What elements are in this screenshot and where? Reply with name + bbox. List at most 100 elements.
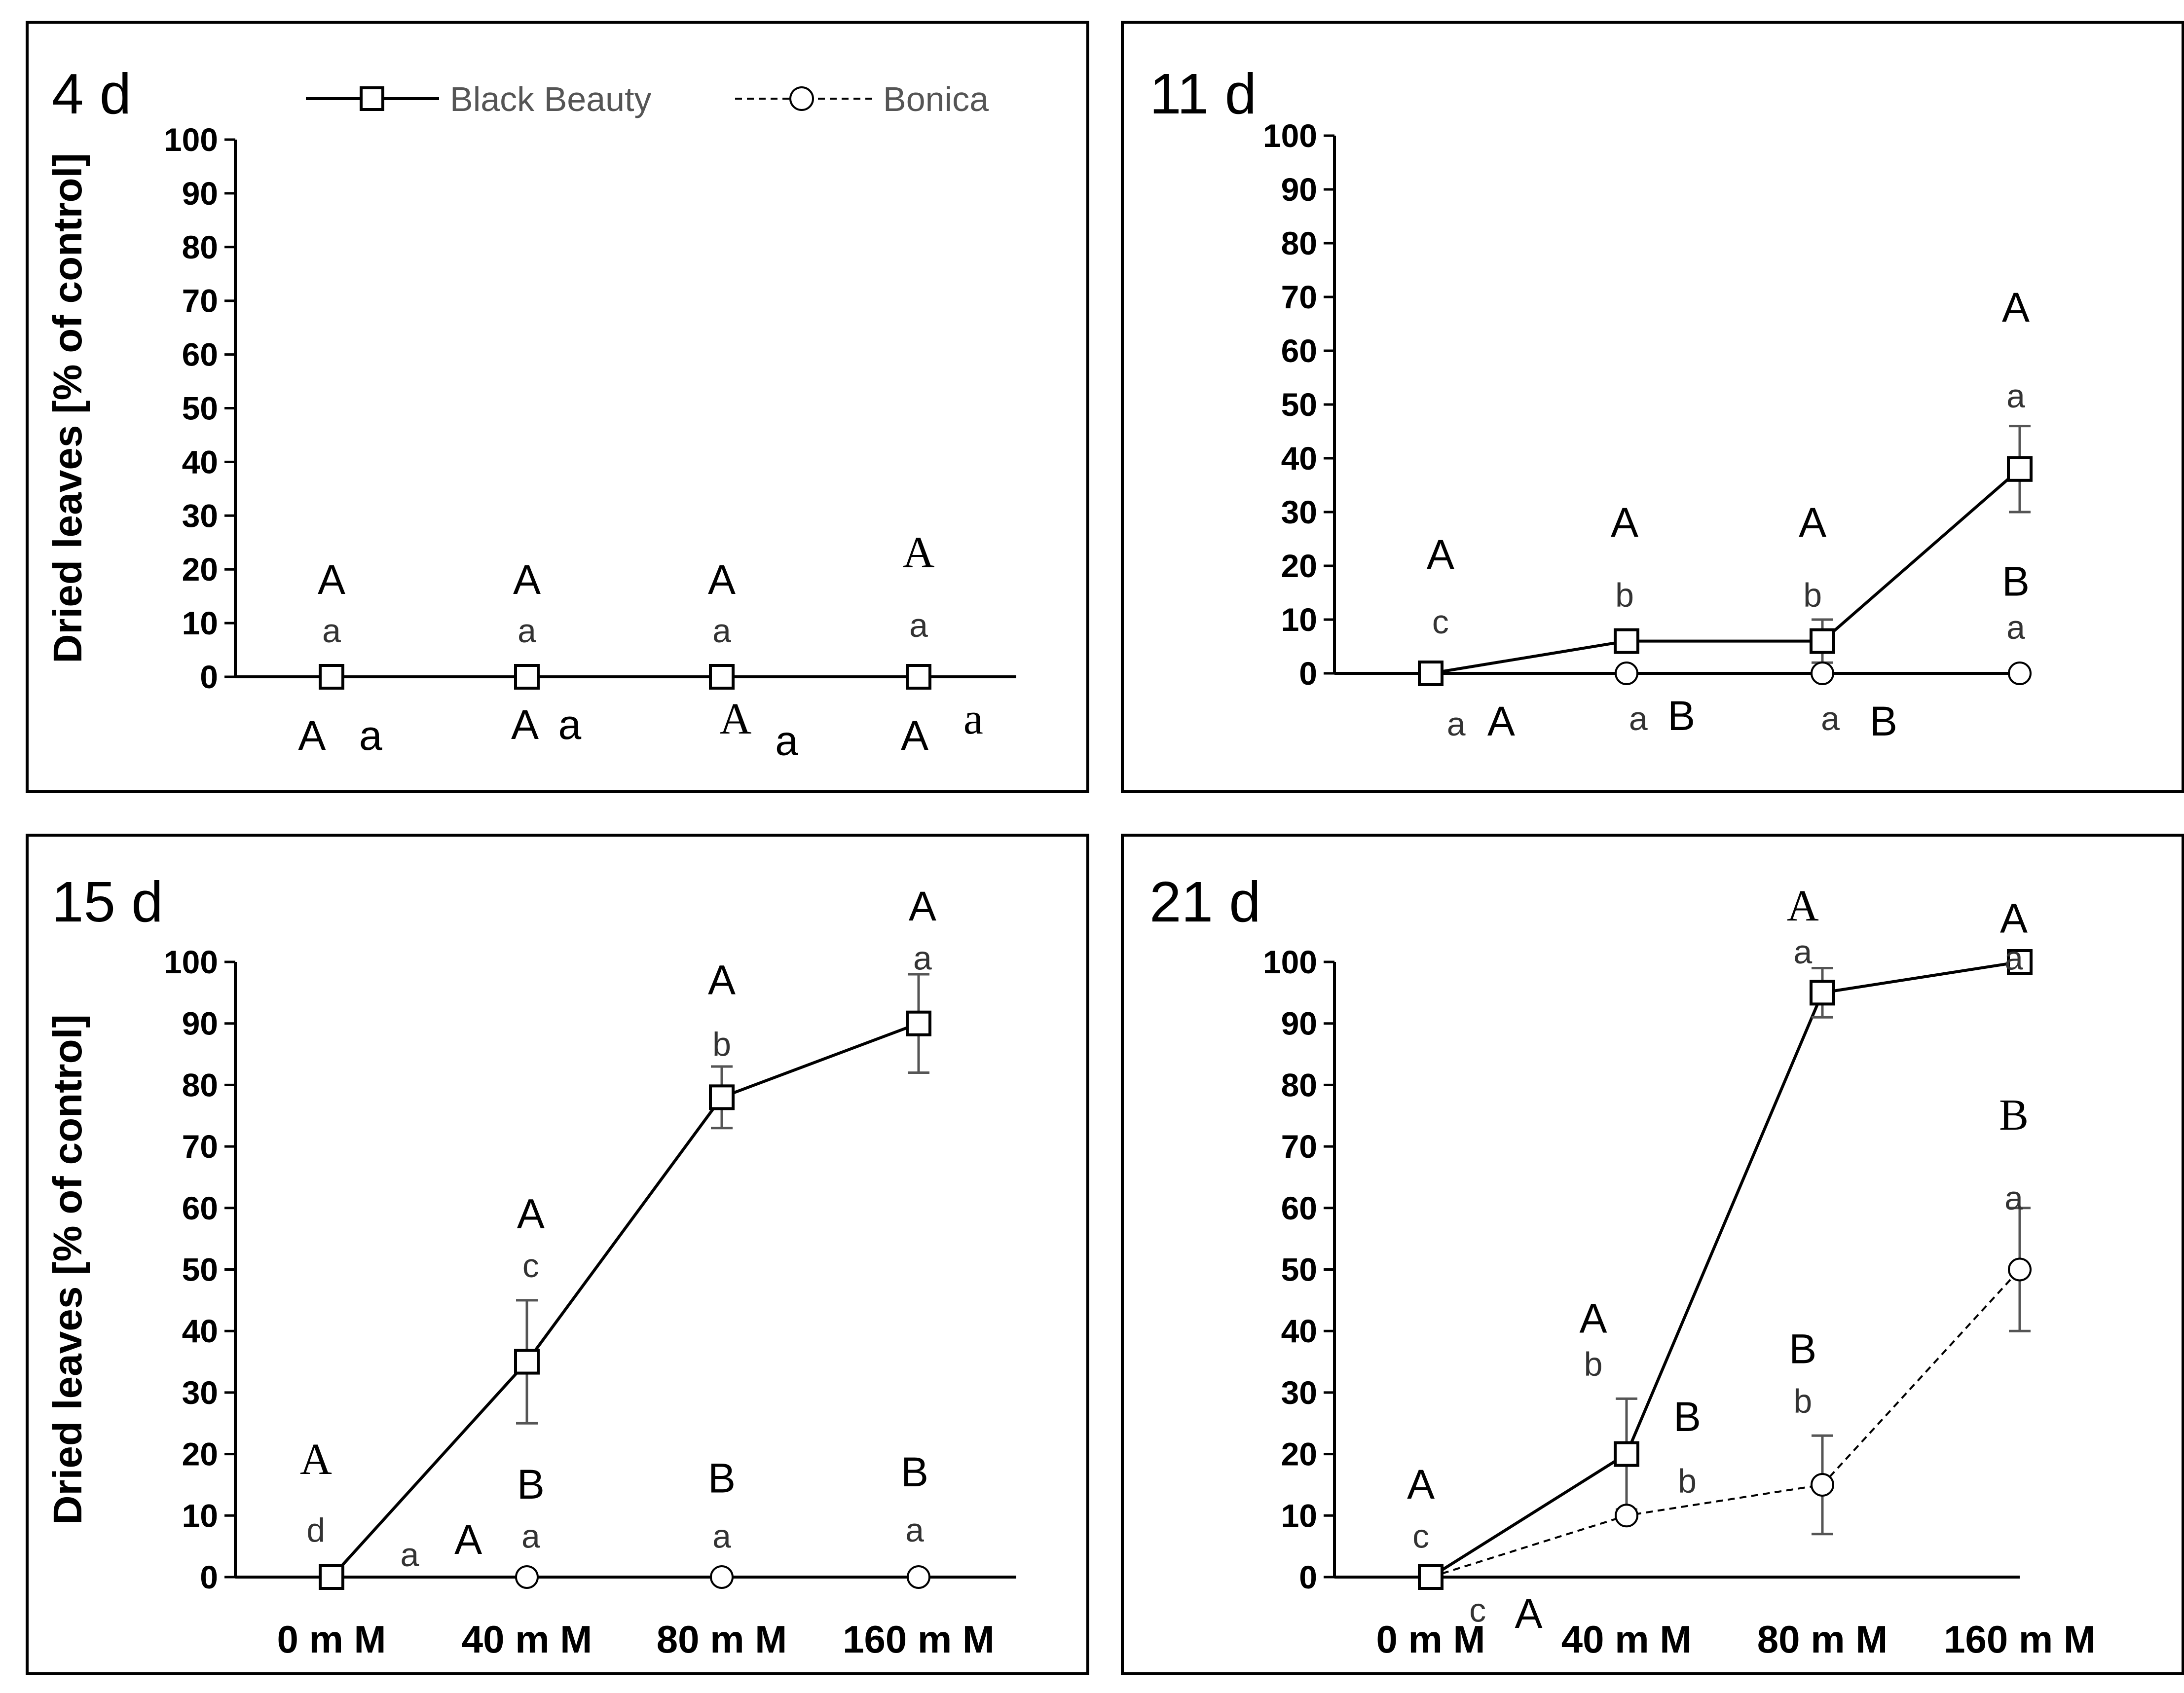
significance-letter: A: [1611, 499, 1638, 546]
significance-letter: B: [708, 1455, 736, 1501]
y-tick-label: 40: [182, 1313, 218, 1349]
data-point-bonica: [907, 1565, 930, 1589]
y-tick-label: 50: [182, 390, 218, 427]
significance-letter: b: [1793, 1382, 1812, 1420]
y-tick-label: 80: [1281, 225, 1317, 261]
significance-letter: a: [963, 695, 983, 743]
data-point-bonica: [710, 1565, 734, 1589]
significance-letter: A: [454, 1516, 482, 1563]
data-point-bonica: [2008, 1257, 2032, 1282]
y-tick-label: 0: [1299, 1559, 1317, 1595]
data-point-black-beauty: [2007, 949, 2033, 975]
significance-letter: a: [712, 612, 731, 650]
y-tick-label: 100: [1263, 944, 1317, 980]
significance-letter: B: [517, 1461, 545, 1508]
significance-letter: a: [400, 1536, 419, 1574]
y-tick-label: 30: [1281, 1374, 1317, 1411]
significance-letter: a: [322, 612, 341, 650]
significance-letter: d: [306, 1511, 325, 1549]
y-tick-label: 0: [200, 659, 218, 695]
significance-letter: b: [1678, 1462, 1697, 1500]
y-tick-label: 10: [1281, 1497, 1317, 1534]
y-tick-label: 60: [182, 336, 218, 373]
y-tick-label: 70: [182, 283, 218, 319]
data-point-bonica: [2008, 662, 2032, 685]
y-tick-label: 20: [1281, 548, 1317, 584]
data-point-black-beauty: [1418, 1564, 1444, 1590]
significance-letter: a: [2004, 940, 2023, 977]
data-point-black-beauty: [319, 1564, 344, 1590]
significance-letter: B: [1667, 693, 1695, 739]
significance-letter: A: [1799, 499, 1826, 546]
significance-letter: B: [901, 1449, 928, 1495]
significance-letter: a: [775, 718, 798, 764]
y-tick-label: 0: [1299, 655, 1317, 692]
y-tick-label: 80: [1281, 1067, 1317, 1103]
significance-letter: A: [909, 883, 936, 929]
significance-letter: a: [359, 712, 382, 759]
y-tick-label: 90: [182, 1005, 218, 1042]
y-tick-label: 100: [164, 121, 218, 158]
data-point-bonica: [515, 1565, 539, 1589]
y-tick-label: 90: [1281, 171, 1317, 208]
significance-letter: A: [903, 528, 935, 577]
significance-letter: A: [300, 1435, 332, 1484]
significance-letter: A: [1487, 698, 1515, 744]
y-tick-label: 60: [182, 1190, 218, 1226]
panel-frame: [1121, 834, 2184, 1675]
y-tick-label: 20: [182, 1436, 218, 1472]
data-point-black-beauty: [319, 664, 344, 690]
data-point-bonica: [1615, 1504, 1638, 1528]
data-point-black-beauty: [1614, 1441, 1639, 1467]
significance-letter: A: [708, 556, 736, 603]
significance-letter: c: [1432, 603, 1449, 641]
x-tick-label: 160 m M: [843, 1618, 995, 1661]
significance-letter: A: [2002, 284, 2030, 331]
data-point-bonica: [1615, 662, 1638, 685]
y-axis-label: Dried leaves [% of control]: [45, 1014, 90, 1524]
panel-frame: [26, 21, 1089, 793]
significance-letter: a: [913, 940, 932, 977]
data-point-black-beauty: [514, 1349, 540, 1375]
significance-letter: A: [298, 712, 326, 759]
significance-letter: a: [521, 1518, 540, 1555]
significance-letter: A: [318, 556, 345, 603]
y-tick-label: 60: [1281, 332, 1317, 369]
data-point-black-beauty: [514, 664, 540, 690]
significance-letter: b: [1584, 1346, 1603, 1383]
y-tick-label: 20: [1281, 1436, 1317, 1472]
significance-letter: c: [1412, 1518, 1429, 1555]
y-tick-label: 30: [1281, 494, 1317, 530]
series-line-black-beauty: [1430, 960, 2020, 1579]
legend-marker-bonica: [789, 86, 814, 111]
x-tick-label: 80 m M: [657, 1618, 787, 1661]
legend-label-black-beauty: Black Beauty: [450, 80, 652, 118]
significance-letter: a: [1793, 933, 1812, 971]
significance-letter: A: [1787, 882, 1819, 930]
legend: Black Beauty Bonica: [306, 80, 989, 118]
significance-letter: c: [1469, 1591, 1486, 1629]
y-tick-label: 50: [182, 1251, 218, 1288]
significance-letter: B: [1870, 698, 1897, 744]
y-tick-label: 50: [1281, 386, 1317, 423]
x-tick-label: 40 m M: [1561, 1618, 1692, 1661]
panel-title: 4 d: [52, 62, 131, 126]
significance-letter: a: [2004, 1179, 2023, 1217]
y-tick-label: 70: [182, 1128, 218, 1165]
series-line-black-beauty: [1430, 468, 2021, 675]
significance-letter: B: [2002, 558, 2030, 605]
y-tick-label: 30: [182, 497, 218, 534]
significance-letter: A: [1579, 1295, 1607, 1341]
chart-panel-1: 4 d Dried leaves [% of control] 0 10 20 30 40 5…: [26, 21, 1089, 793]
significance-letter: a: [1821, 700, 1840, 737]
y-tick-label: 0: [200, 1559, 218, 1595]
y-tick-label: 40: [182, 443, 218, 480]
significance-letter: A: [2000, 895, 2028, 942]
significance-letter: a: [2006, 609, 2025, 646]
significance-letter: B: [1673, 1394, 1701, 1440]
significance-letter: B: [1999, 1091, 2029, 1140]
data-point-black-beauty: [906, 1010, 931, 1036]
data-point-bonica: [1811, 662, 1834, 685]
